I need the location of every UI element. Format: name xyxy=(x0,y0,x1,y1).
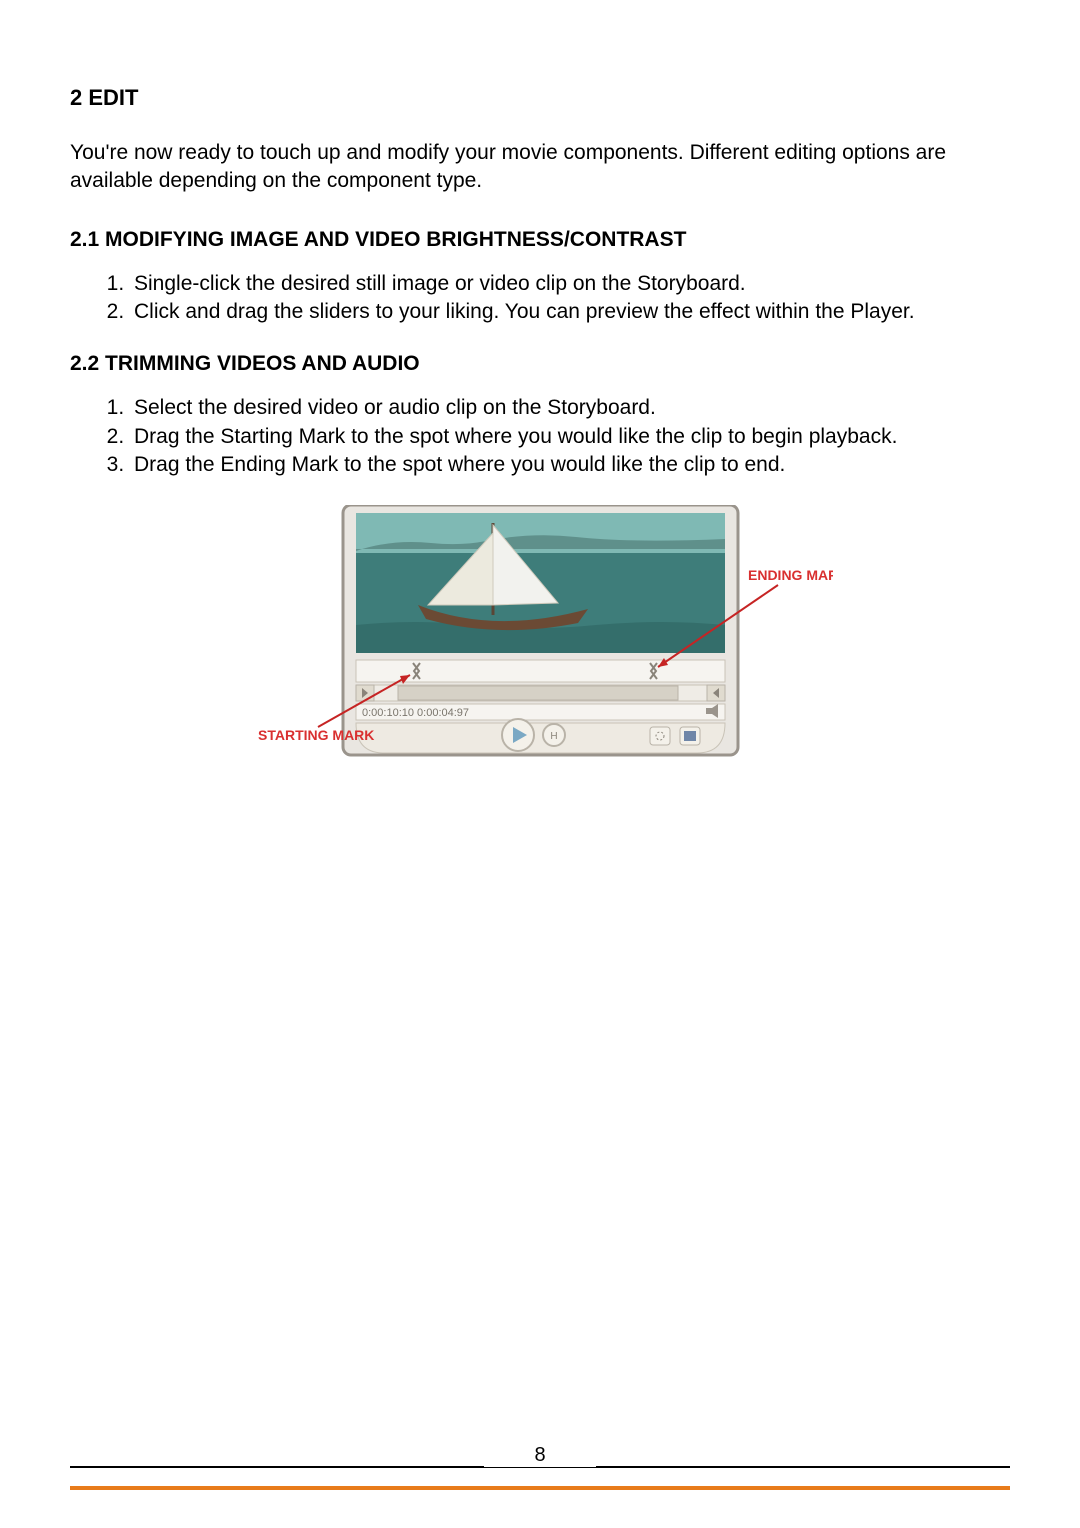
page-footer: 8 xyxy=(70,1444,1010,1468)
steps-2-2: Select the desired video or audio clip o… xyxy=(70,394,1010,479)
steps-2-1: Single-click the desired still image or … xyxy=(70,270,1010,327)
heading-2-1: 2.1 MODIFYING IMAGE AND VIDEO BRIGHTNESS… xyxy=(70,228,1010,252)
list-item: Click and drag the sliders to your likin… xyxy=(130,298,1010,326)
secondary-round-button[interactable]: H xyxy=(543,724,565,746)
starting-mark-label: STARTING MARK xyxy=(258,727,374,743)
trim-player-figure: 0:00:10:10 0:00:04:97 H xyxy=(248,505,833,780)
list-item: Select the desired video or audio clip o… xyxy=(130,394,1010,422)
list-item: Single-click the desired still image or … xyxy=(130,270,1010,298)
trim-scrollbar[interactable] xyxy=(356,685,725,701)
tool-button-2[interactable] xyxy=(680,727,700,745)
list-item: Drag the Ending Mark to the spot where y… xyxy=(130,451,1010,479)
ending-mark-label: ENDING MARK xyxy=(748,567,833,583)
footer-orange-rule xyxy=(70,1486,1010,1490)
page-number: 8 xyxy=(522,1444,557,1467)
heading-edit: 2 EDIT xyxy=(70,85,1010,111)
svg-text:H: H xyxy=(550,731,557,742)
tool-button-1[interactable] xyxy=(650,727,670,745)
list-item: Drag the Starting Mark to the spot where… xyxy=(130,423,1010,451)
timecode-text: 0:00:10:10 0:00:04:97 xyxy=(362,707,469,719)
intro-paragraph: You're now ready to touch up and modify … xyxy=(70,139,1010,196)
play-button[interactable] xyxy=(502,719,534,751)
heading-2-2: 2.2 TRIMMING VIDEOS AND AUDIO xyxy=(70,352,1010,376)
